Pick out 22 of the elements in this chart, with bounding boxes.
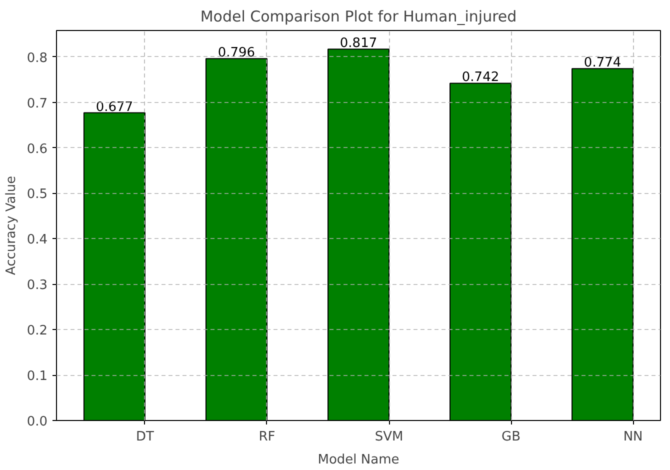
y-tick-label: 0.4 [26, 232, 48, 248]
data-label: 0.774 [584, 56, 622, 71]
x-tick-label: SVM [374, 430, 404, 444]
data-label: 0.817 [340, 36, 378, 52]
y-tick-label: 0.2 [26, 324, 48, 339]
x-axis-title: Model Name [318, 452, 400, 468]
y-tick-label: 0.7 [26, 96, 48, 112]
y-axis-title: Accuracy Value [4, 176, 19, 276]
y-tick-label: 0.0 [26, 414, 48, 430]
y-tick-label: 0.5 [26, 187, 48, 202]
data-label: 0.742 [462, 70, 500, 86]
data-label: 0.677 [96, 100, 134, 115]
x-tick-label: GB [502, 430, 521, 444]
y-tick-label: 0.1 [26, 369, 48, 384]
x-tick-label: NN [623, 430, 643, 444]
y-tick-label: 0.3 [26, 278, 48, 294]
x-tick-label: DT [136, 430, 154, 444]
x-tick-label: RF [258, 430, 276, 444]
y-tick-label: 0.6 [26, 142, 48, 157]
data-label: 0.796 [218, 46, 256, 61]
y-tick-label: 0.8 [26, 50, 48, 66]
chart-title: Model Comparison Plot for Human_injured [200, 8, 517, 26]
